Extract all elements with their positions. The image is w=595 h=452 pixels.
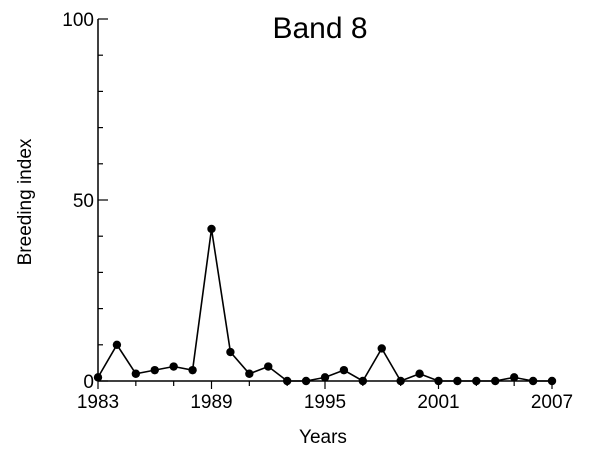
data-point (282, 376, 292, 386)
data-point (377, 344, 386, 353)
x-axis-label: Years (299, 427, 347, 447)
data-point (207, 224, 216, 234)
x-tick-label: 1983 (77, 392, 119, 413)
y-tick-label: 0 (83, 372, 94, 393)
data-point (453, 376, 462, 386)
data-point (131, 369, 141, 378)
data-point (358, 376, 368, 386)
y-tick-label: 50 (73, 191, 94, 212)
data-point (434, 376, 443, 386)
x-tick-label: 1989 (190, 392, 232, 413)
data-point (112, 340, 122, 349)
data-point (226, 347, 235, 357)
y-tick-label: 100 (62, 10, 94, 31)
x-tick-label: 1995 (304, 392, 346, 413)
data-point (301, 376, 311, 386)
data-point (188, 365, 197, 375)
data-point (339, 365, 349, 375)
data-point (150, 365, 159, 375)
data-point (169, 362, 178, 371)
data-point (472, 376, 481, 386)
data-point (320, 373, 330, 382)
data-point (396, 376, 405, 386)
data-point (264, 362, 273, 371)
ticks (97, 18, 553, 389)
tick-labels: 0 50 100 1983 1989 1995 2001 2007 (62, 10, 573, 413)
data-point (547, 376, 557, 386)
y-axis-label: Breeding index (15, 138, 36, 265)
data-point (491, 376, 500, 386)
x-tick-label: 2001 (417, 392, 459, 413)
data-point (93, 373, 103, 382)
chart-title: Band 8 (272, 12, 367, 45)
data-point (415, 369, 424, 378)
data-point (509, 373, 519, 382)
series (93, 224, 557, 386)
axes (97, 19, 552, 382)
data-point (245, 369, 254, 378)
data-point (528, 376, 538, 386)
x-tick-label: 2007 (531, 392, 573, 413)
series-line (97, 228, 552, 383)
